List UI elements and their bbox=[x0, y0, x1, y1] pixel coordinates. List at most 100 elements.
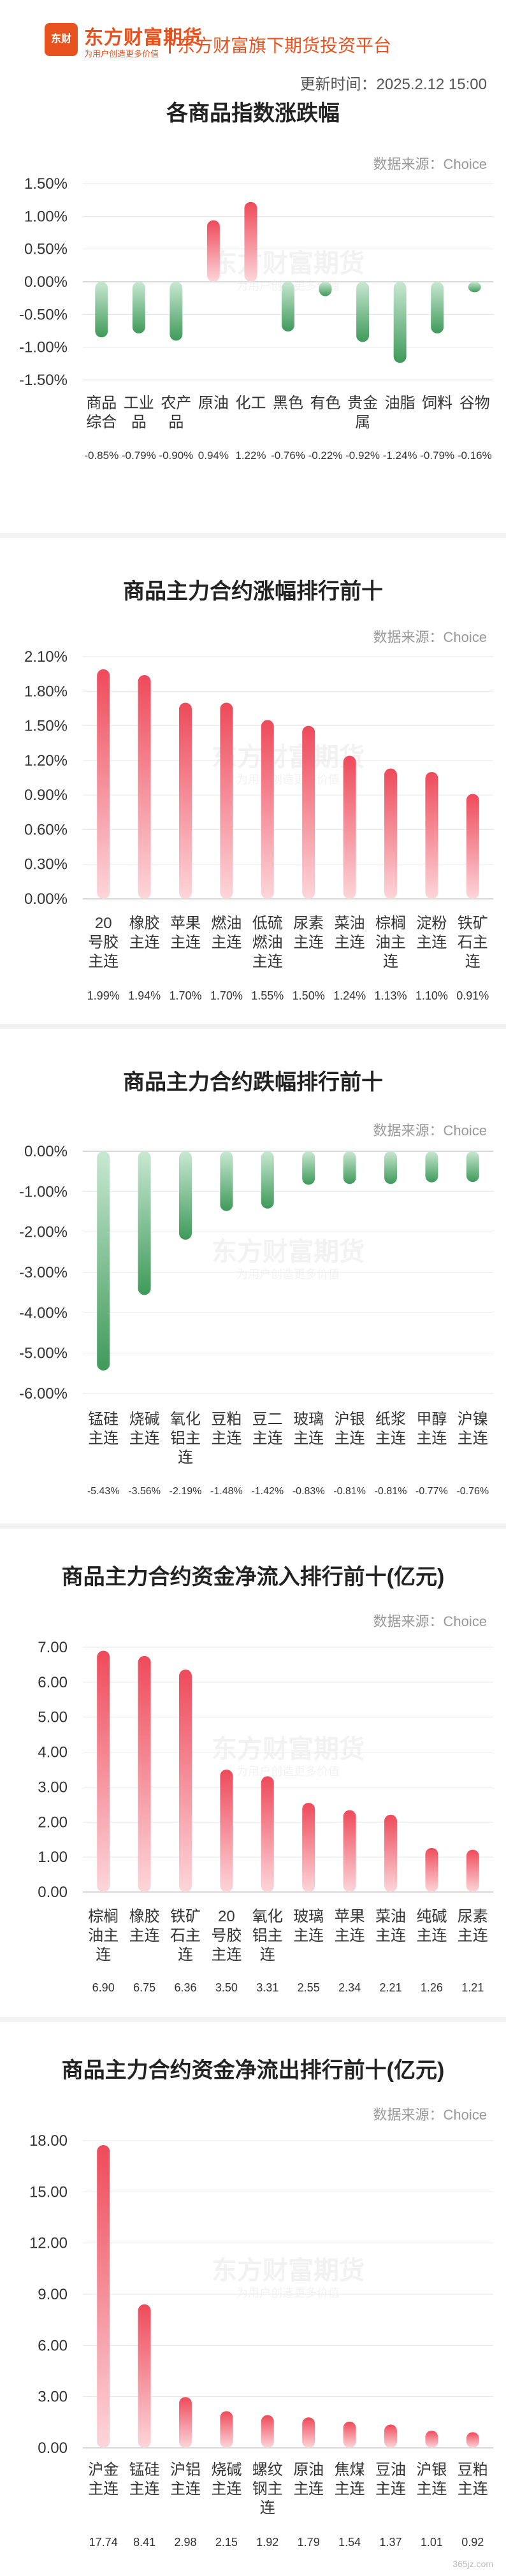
category-label: 纯碱主连 bbox=[416, 1908, 447, 1944]
watermark-tagline: 为用户创造更多价值 bbox=[236, 2287, 340, 2299]
bar bbox=[220, 2411, 233, 2448]
bar bbox=[282, 282, 294, 332]
brand-name: 东方财富期货 bbox=[84, 27, 203, 48]
value-label: -0.90% bbox=[159, 449, 193, 462]
value-label: -0.83% bbox=[293, 1486, 325, 1497]
y-tick-label: 0.30% bbox=[24, 856, 68, 873]
category-label: 有色 bbox=[310, 395, 341, 412]
update-time: 更新时间：2025.2.12 15:00 bbox=[300, 76, 488, 93]
bar bbox=[425, 2430, 438, 2448]
category-label: 农产品 bbox=[161, 395, 191, 431]
data-source: 数据来源：Choice bbox=[373, 1613, 487, 1629]
bar bbox=[138, 1655, 151, 1892]
category-label: 烧碱主连 bbox=[211, 2461, 242, 2498]
data-source: 数据来源：Choice bbox=[373, 1123, 487, 1139]
y-tick-label: 0.90% bbox=[24, 787, 68, 804]
bar bbox=[466, 1849, 479, 1892]
bar bbox=[393, 282, 407, 363]
y-tick-label: 4.00 bbox=[38, 1744, 68, 1761]
category-label: 低硫燃油主连 bbox=[252, 915, 283, 970]
y-tick-label: 6.00 bbox=[38, 1674, 68, 1691]
y-tick-label: -2.00% bbox=[19, 1224, 68, 1241]
watermark: 东方财富期货 bbox=[212, 743, 365, 771]
value-label: 1.13% bbox=[374, 989, 407, 1002]
value-label: 1.26 bbox=[421, 1981, 443, 1994]
value-label: 1.55% bbox=[251, 989, 284, 1002]
value-label: 1.70% bbox=[210, 989, 243, 1002]
value-label: -3.56% bbox=[128, 1486, 161, 1497]
bar bbox=[343, 2421, 356, 2448]
value-label: -1.42% bbox=[251, 1486, 284, 1497]
value-label: 6.36 bbox=[174, 1981, 196, 1994]
value-label: 6.75 bbox=[133, 1981, 155, 1994]
chart-title: 商品主力合约跌幅排行前十 bbox=[123, 1070, 383, 1095]
value-label: 0.94% bbox=[198, 449, 229, 462]
category-label: 20 号胶主连 bbox=[88, 915, 119, 970]
bar bbox=[425, 1847, 438, 1892]
category-label: 原油主连 bbox=[293, 2461, 324, 2498]
value-label: 2.98 bbox=[174, 2536, 196, 2549]
category-label: 豆粕主连 bbox=[211, 1411, 242, 1447]
value-label: -2.19% bbox=[170, 1486, 202, 1497]
y-tick-label: 12.00 bbox=[29, 2235, 68, 2252]
bar bbox=[97, 1151, 110, 1371]
value-label: 1.94% bbox=[128, 989, 161, 1002]
bar bbox=[97, 2144, 110, 2448]
bar bbox=[343, 1151, 356, 1184]
bar bbox=[132, 282, 145, 334]
watermark-tagline: 为用户创造更多价值 bbox=[236, 773, 340, 786]
y-tick-label: 0.00% bbox=[24, 891, 68, 908]
y-tick-label: 5.00 bbox=[38, 1709, 68, 1726]
y-tick-label: -1.00% bbox=[19, 339, 68, 356]
value-label: -0.92% bbox=[345, 449, 380, 462]
bar bbox=[244, 201, 257, 282]
bar bbox=[425, 1151, 438, 1182]
y-tick-label: 0.00 bbox=[38, 2440, 68, 2457]
y-tick-label: 0.60% bbox=[24, 821, 68, 838]
bar bbox=[302, 2417, 315, 2448]
value-label: 1.50% bbox=[293, 989, 325, 1002]
brand-logo-icon: 东财 bbox=[45, 23, 78, 56]
bar bbox=[425, 771, 438, 899]
bar bbox=[384, 1151, 397, 1184]
value-label: 1.79 bbox=[298, 2536, 320, 2549]
y-tick-label: 3.00 bbox=[38, 2389, 68, 2406]
value-label: 1.21 bbox=[461, 1981, 484, 1994]
bar bbox=[170, 282, 183, 341]
category-label: 尿素主连 bbox=[293, 915, 324, 951]
category-label: 沪银主连 bbox=[335, 1411, 365, 1447]
watermark: 东方财富期货 bbox=[212, 1238, 365, 1266]
category-label: 玻璃主连 bbox=[293, 1411, 324, 1447]
category-label: 油脂 bbox=[385, 395, 416, 412]
bar bbox=[384, 768, 397, 899]
bar bbox=[302, 725, 315, 899]
value-label: 17.74 bbox=[89, 2536, 118, 2549]
value-label: -0.76% bbox=[271, 449, 305, 462]
value-label: 1.54 bbox=[338, 2536, 361, 2549]
watermark: 东方财富期货 bbox=[212, 250, 365, 278]
value-label: -0.77% bbox=[416, 1486, 448, 1497]
section-divider bbox=[0, 533, 506, 538]
value-label: 1.01 bbox=[421, 2536, 443, 2549]
brand-tagline: 为用户创造更多价值 bbox=[84, 49, 159, 59]
category-label: 商品综合 bbox=[86, 395, 117, 431]
chart-title: 各商品指数涨跌幅 bbox=[166, 101, 340, 126]
category-label: 烧碱主连 bbox=[129, 1411, 160, 1447]
y-tick-label: 1.50% bbox=[24, 718, 68, 735]
y-tick-label: 2.00 bbox=[38, 1814, 68, 1831]
bar bbox=[179, 1151, 192, 1240]
category-label: 铁矿石主连 bbox=[458, 915, 488, 970]
value-label: 1.37 bbox=[379, 2536, 401, 2549]
value-label: -0.81% bbox=[375, 1486, 407, 1497]
y-tick-label: 6.00 bbox=[38, 2337, 68, 2354]
value-label: 1.22% bbox=[235, 449, 266, 462]
bar bbox=[468, 282, 481, 293]
value-label: -0.81% bbox=[333, 1486, 366, 1497]
y-tick-label: 2.10% bbox=[24, 648, 68, 666]
value-label: -0.22% bbox=[308, 449, 343, 462]
chart-title: 商品主力合约资金净流入排行前十(亿元) bbox=[61, 1565, 445, 1589]
value-label: 0.92 bbox=[461, 2536, 484, 2549]
